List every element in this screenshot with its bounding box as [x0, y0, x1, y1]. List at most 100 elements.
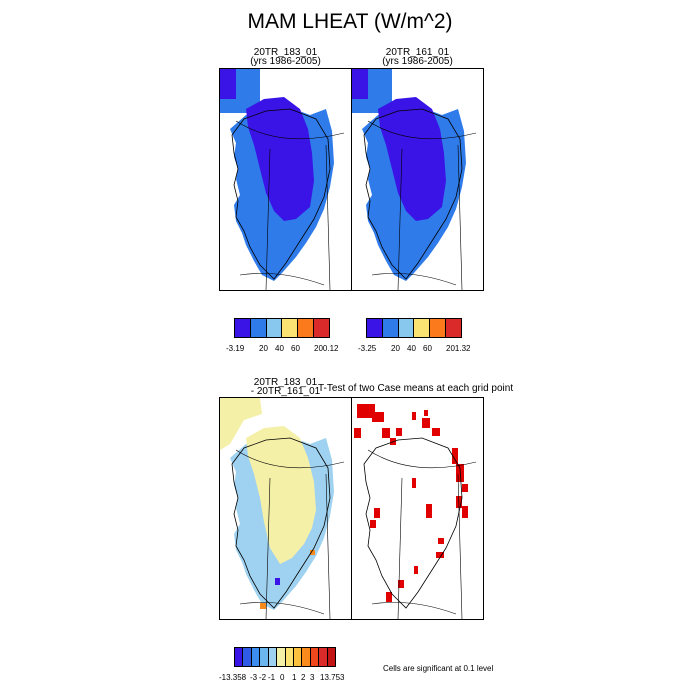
colorbar-case1-swatch [298, 319, 315, 337]
map-panel-difference [219, 397, 352, 620]
panel1-title: 20TR_183_01 (yrs 1986-2005) [219, 47, 352, 67]
colorbar-case2 [366, 318, 462, 338]
map-ttest-significant-cell [462, 506, 468, 518]
map-diff-north-cells [220, 398, 262, 450]
colorbar-difference-swatch [277, 648, 286, 666]
panel3-title-case-a: 20TR_183_01 [253, 377, 318, 388]
map-case2-interior-cells [378, 97, 446, 221]
colorbar-difference-swatch [260, 648, 269, 666]
colorbar-case1-label: 60 [291, 344, 300, 353]
colorbar-case2-label: 201.32 [446, 344, 471, 353]
map-ttest-significant-cell [426, 504, 432, 518]
map-panel-case1 [219, 68, 352, 291]
map-ttest-coastline [363, 437, 463, 609]
colorbar-case2-label: 40 [407, 344, 416, 353]
map-ttest-significant-cell [424, 410, 428, 416]
map-case1-interior-cells [246, 97, 314, 221]
colorbar-case2-label: 60 [423, 344, 432, 353]
map-ttest-significant-cell [452, 448, 458, 464]
panel2-title-years: (yrs 1986-2005) [382, 56, 453, 67]
map-ttest-significant-cell [414, 566, 418, 574]
colorbar-difference-swatch [268, 648, 278, 666]
map-ttest-svg [354, 404, 477, 619]
colorbar-case1-swatch [314, 319, 329, 337]
map-ttest-significant-cell [462, 484, 468, 492]
colorbar-difference-label: -13.358 [219, 673, 247, 682]
map-diff-latitude-line-south [239, 602, 325, 615]
map-ttest-significant-cell [438, 538, 444, 544]
map-case1-svg [220, 69, 345, 290]
map-diff-positive-cell-south [260, 603, 266, 609]
map-case1-meridian [265, 148, 271, 290]
colorbar-difference-swatch [327, 648, 336, 666]
map-ttest-significant-cell [370, 520, 376, 528]
colorbar-difference-swatch [319, 648, 328, 666]
panel2-title-case: 20TR_161_01 [385, 47, 450, 58]
colorbar-difference-swatch [302, 648, 311, 666]
colorbar-difference-label: -1 [268, 673, 276, 682]
colorbar-difference-label: -2 [259, 673, 267, 682]
map-case1-latitude-line [235, 120, 345, 140]
colorbar-case2-label: 20 [391, 344, 400, 353]
map-case2-north-low-cells [352, 69, 368, 99]
map-diff-meridian [265, 477, 271, 619]
colorbar-case1-label: -3.19 [226, 344, 245, 353]
colorbar-case2-swatch [446, 319, 461, 337]
colorbar-case2-swatch [430, 319, 447, 337]
map-panel-ttest [351, 397, 484, 620]
map-ttest-latitude-line-south [371, 602, 457, 615]
map-case1-meridian-east [325, 144, 331, 290]
map-ttest-significant-cell [432, 428, 440, 436]
colorbar-case2-swatch [398, 319, 415, 337]
map-ttest-significant-cell [354, 428, 361, 438]
map-diff-interior-cells [246, 426, 316, 564]
colorbar-difference-label: 1 [292, 673, 297, 682]
map-case2-latitude-line [367, 120, 477, 140]
colorbar-difference-label: -3 [250, 673, 258, 682]
panel1-title-case: 20TR_183_01 [253, 47, 318, 58]
map-ttest-significant-cell [398, 580, 404, 588]
panel3-title-case-b: - 20TR_161_01 [250, 386, 321, 397]
significance-note: Cells are significant at 0.1 level [383, 664, 494, 673]
colorbar-case1-swatch [282, 319, 299, 337]
map-diff-positive-cell [310, 550, 315, 555]
colorbar-case2-label: -3.25 [358, 344, 377, 353]
map-ttest-significant-cell [422, 418, 430, 428]
colorbar-case2-swatch [382, 319, 399, 337]
map-diff-coastline [231, 437, 331, 609]
colorbar-difference-swatch [285, 648, 294, 666]
colorbar-case1-swatch [266, 319, 283, 337]
map-case2-meridian-east [457, 144, 463, 290]
map-case1-coastline [231, 108, 331, 280]
map-case1-latitude-line-south [239, 273, 325, 286]
map-panel-case2 [351, 68, 484, 291]
panel4-title: T-Test of two Case means at each grid po… [318, 383, 514, 394]
map-ttest-significant-cell [386, 592, 392, 602]
colorbar-difference-swatch [251, 648, 261, 666]
colorbar-case2-swatch [367, 319, 383, 337]
map-difference-svg [220, 398, 345, 619]
map-ttest-meridian-east [457, 473, 463, 619]
colorbar-difference-swatch [310, 648, 320, 666]
colorbar-difference-swatch [243, 648, 252, 666]
panel1-title-years: (yrs 1986-2005) [250, 56, 321, 67]
map-ttest-latitude-line [367, 449, 477, 469]
colorbar-case1-swatch [235, 319, 251, 337]
map-ttest-significant-cell [396, 428, 402, 436]
map-case2-latitude-line-south [371, 273, 457, 286]
colorbar-difference-label: 2 [301, 673, 306, 682]
colorbar-difference-swatch [293, 648, 303, 666]
panel3-title: 20TR_183_01 - 20TR_161_01 [219, 377, 352, 397]
map-ttest-significant-cell [382, 428, 390, 438]
panel2-title: 20TR_161_01 (yrs 1986-2005) [351, 47, 484, 67]
map-ttest-significant-cell [357, 404, 375, 418]
colorbar-case1 [234, 318, 330, 338]
map-ttest-significant-cell [372, 412, 384, 422]
colorbar-difference [234, 647, 336, 667]
colorbar-difference-swatch [235, 648, 244, 666]
colorbar-case1-label: 40 [275, 344, 284, 353]
colorbar-difference-label: 0 [280, 673, 285, 682]
map-diff-negative-extreme-cell [275, 578, 280, 585]
colorbar-case1-label: 20 [259, 344, 268, 353]
colorbar-difference-label: 3 [310, 673, 315, 682]
